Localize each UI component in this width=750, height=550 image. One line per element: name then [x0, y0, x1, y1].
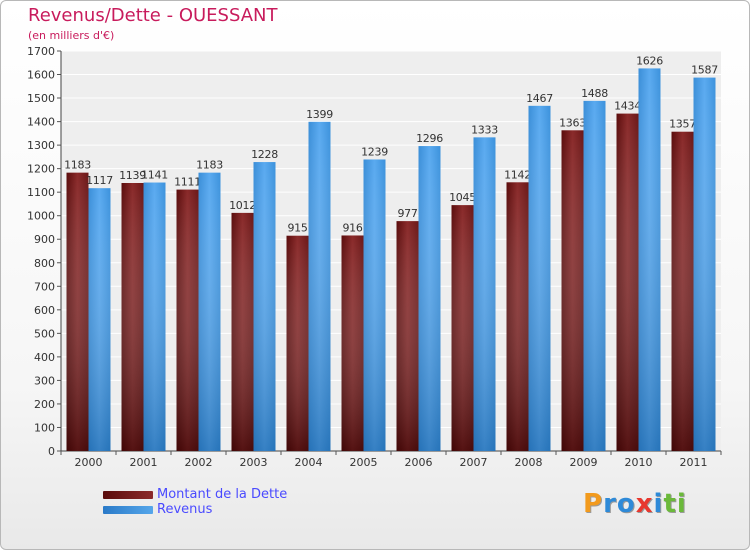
- proxiti-logo: Proxiti: [583, 489, 687, 519]
- y-tick-label: 1200: [27, 163, 55, 176]
- bar-shade-revenus-2010: [638, 68, 661, 451]
- bar-shade-dette-2003: [231, 212, 254, 451]
- x-tick-label: 2009: [570, 456, 598, 469]
- bar-shade-revenus-2009: [583, 100, 606, 451]
- bar-shade-revenus-2002: [198, 172, 221, 451]
- data-label-revenus-2001: 1141: [141, 169, 168, 182]
- data-label-dette-2008: 1142: [504, 168, 531, 181]
- data-label-dette-2009: 1363: [559, 116, 586, 129]
- bar-shade-revenus-2004: [308, 121, 331, 451]
- legend-swatch-revenus: [103, 505, 153, 514]
- y-tick-label: 1000: [27, 210, 55, 223]
- data-label-dette-2001: 1139: [119, 169, 146, 182]
- chart-title: Revenus/Dette - OUESSANT: [28, 5, 278, 26]
- bar-shade-dette-2004: [286, 235, 309, 451]
- logo-letter: x: [635, 489, 654, 519]
- data-label-revenus-2000: 1117: [86, 174, 113, 187]
- bar-shade-revenus-2005: [363, 159, 386, 451]
- y-tick-label: 1700: [27, 45, 55, 58]
- y-tick-label: 700: [34, 280, 55, 293]
- logo-letter: i: [653, 489, 664, 519]
- bar-shade-revenus-2001: [143, 182, 166, 451]
- y-tick-label: 1500: [27, 92, 55, 105]
- x-tick-label: 2001: [130, 456, 158, 469]
- y-tick-label: 300: [34, 374, 55, 387]
- data-label-revenus-2004: 1399: [306, 108, 333, 121]
- x-tick-label: 2007: [460, 456, 488, 469]
- x-tick-label: 2011: [680, 456, 708, 469]
- data-label-dette-2006: 977: [397, 207, 417, 220]
- data-label-revenus-2006: 1296: [416, 132, 443, 145]
- bar-shade-dette-2011: [671, 131, 694, 452]
- y-tick-label: 100: [34, 421, 55, 434]
- bar-shade-revenus-2011: [693, 77, 716, 452]
- plot-area: [61, 51, 721, 451]
- x-tick-label: 2004: [295, 456, 323, 469]
- data-label-dette-2011: 1357: [669, 118, 696, 131]
- bar-shade-dette-2009: [561, 130, 584, 451]
- y-tick-label: 0: [48, 445, 55, 458]
- chart-subtitle: (en milliers d'€): [28, 29, 115, 42]
- legend-swatch-dette: [103, 490, 153, 499]
- legend-label-dette: Montant de la Dette: [157, 487, 288, 502]
- bar-shade-dette-2008: [506, 182, 529, 451]
- data-label-revenus-2011: 1587: [691, 64, 718, 77]
- y-tick-label: 900: [34, 233, 55, 246]
- y-tick-label: 1300: [27, 139, 55, 152]
- y-tick-label: 200: [34, 398, 55, 411]
- x-tick-label: 2000: [75, 456, 103, 469]
- data-label-revenus-2003: 1228: [251, 148, 278, 161]
- logo-letter: r: [603, 489, 617, 519]
- data-label-dette-2005: 916: [342, 221, 362, 234]
- y-tick-label: 1600: [27, 69, 55, 82]
- logo-letter: t: [663, 489, 677, 519]
- data-label-dette-2000: 1183: [64, 159, 91, 172]
- logo-letter: o: [616, 489, 636, 519]
- y-tick-label: 600: [34, 304, 55, 317]
- y-tick-label: 1400: [27, 116, 55, 129]
- logo-letter: P: [583, 489, 604, 519]
- bar-shade-revenus-2003: [253, 162, 276, 451]
- data-label-dette-2007: 1045: [449, 191, 476, 204]
- x-tick-label: 2006: [405, 456, 433, 469]
- legend-label-revenus: Revenus: [157, 502, 213, 517]
- bar-shade-dette-2007: [451, 205, 474, 451]
- bar-shade-revenus-2008: [528, 105, 551, 451]
- data-label-revenus-2009: 1488: [581, 87, 608, 100]
- legend-item-revenus: Revenus: [103, 502, 287, 517]
- y-tick-label: 800: [34, 257, 55, 270]
- data-label-revenus-2005: 1239: [361, 145, 388, 158]
- legend: Montant de la Dette Revenus: [103, 487, 287, 517]
- x-tick-label: 2005: [350, 456, 378, 469]
- bar-shade-dette-2001: [121, 183, 144, 451]
- bar-shade-revenus-2007: [473, 137, 496, 451]
- x-tick-label: 2010: [625, 456, 653, 469]
- logo-letter: i: [676, 489, 687, 519]
- bar-shade-dette-2000: [66, 172, 89, 451]
- bar-shade-dette-2002: [176, 189, 199, 451]
- bar-shade-dette-2005: [341, 235, 364, 451]
- legend-item-dette: Montant de la Dette: [103, 487, 287, 502]
- data-label-revenus-2007: 1333: [471, 123, 498, 136]
- y-tick-label: 400: [34, 351, 55, 364]
- bar-shade-revenus-2006: [418, 146, 441, 451]
- data-label-dette-2010: 1434: [614, 100, 641, 113]
- bar-shade-revenus-2000: [88, 188, 111, 452]
- bar-shade-dette-2010: [616, 113, 639, 452]
- x-tick-label: 2003: [240, 456, 268, 469]
- data-label-dette-2004: 915: [287, 222, 307, 235]
- data-label-revenus-2008: 1467: [526, 92, 553, 105]
- bar-shade-dette-2006: [396, 221, 419, 451]
- y-tick-label: 500: [34, 327, 55, 340]
- data-label-revenus-2002: 1183: [196, 159, 223, 172]
- data-label-dette-2003: 1012: [229, 199, 256, 212]
- x-tick-label: 2002: [185, 456, 213, 469]
- data-label-revenus-2010: 1626: [636, 54, 663, 67]
- y-tick-label: 1100: [27, 186, 55, 199]
- data-label-dette-2002: 1111: [174, 176, 201, 189]
- x-tick-label: 2008: [515, 456, 543, 469]
